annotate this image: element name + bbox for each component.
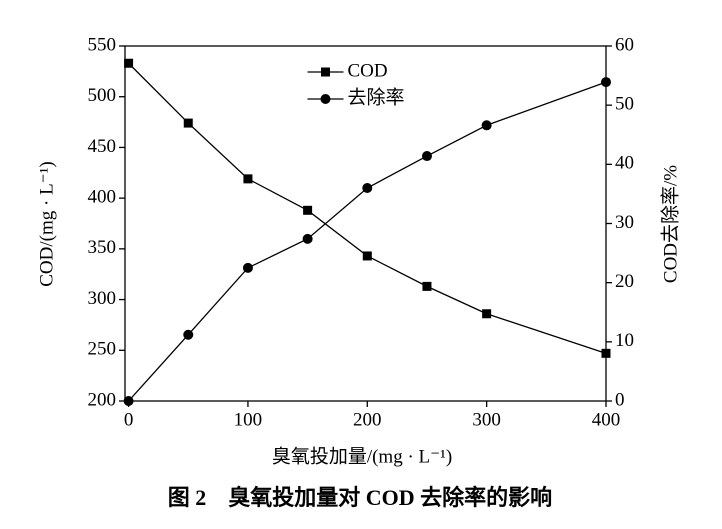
- marker: [183, 329, 194, 340]
- y-axis-label: COD/(mg · L⁻¹): [36, 161, 57, 287]
- y-tick-label: 550: [88, 34, 117, 55]
- marker: [124, 58, 134, 68]
- series-line: [128, 62, 607, 354]
- marker: [302, 233, 313, 244]
- marker: [123, 396, 134, 406]
- x-axis-label: 臭氧投加量/(mg · L⁻¹): [272, 445, 452, 467]
- y2-tick-label: 10: [615, 330, 634, 351]
- marker: [601, 348, 611, 358]
- marker: [183, 118, 193, 128]
- y-tick-label: 250: [88, 339, 117, 360]
- series-line: [128, 81, 607, 402]
- x-tick-label: 300: [472, 409, 501, 430]
- legend-marker: [320, 94, 331, 104]
- y2-tick-label: 30: [615, 212, 634, 233]
- y-tick-label: 450: [88, 136, 117, 157]
- marker: [303, 205, 313, 215]
- marker: [362, 183, 373, 193]
- y2-tick-label: 50: [615, 94, 634, 115]
- x-tick-label: 200: [353, 409, 382, 430]
- marker: [482, 309, 492, 319]
- y-tick-label: 400: [88, 187, 117, 208]
- marker: [243, 174, 253, 184]
- y2-tick-label: 40: [615, 153, 634, 174]
- legend-label: 去除率: [348, 86, 405, 108]
- y2-tick-label: 60: [615, 34, 634, 55]
- chart-title: 图 2 臭氧投加量对 COD 去除率的影响: [168, 485, 552, 510]
- x-tick-label: 0: [124, 409, 134, 430]
- y-tick-label: 300: [88, 288, 117, 309]
- x-tick-label: 400: [592, 409, 621, 430]
- marker: [481, 120, 492, 131]
- y-tick-label: 200: [88, 389, 117, 410]
- y2-tick-label: 20: [615, 271, 634, 292]
- legend-marker: [321, 67, 330, 77]
- y-tick-label: 500: [88, 85, 117, 106]
- x-tick-label: 100: [234, 409, 263, 430]
- marker: [242, 262, 253, 273]
- marker: [601, 77, 611, 88]
- y2-axis-label: COD去除率/%: [659, 165, 681, 283]
- marker: [362, 251, 372, 261]
- marker: [421, 151, 432, 162]
- y2-tick-label: 0: [615, 389, 625, 410]
- y-tick-label: 350: [88, 237, 117, 258]
- marker: [422, 281, 432, 291]
- legend-label: COD: [348, 60, 388, 81]
